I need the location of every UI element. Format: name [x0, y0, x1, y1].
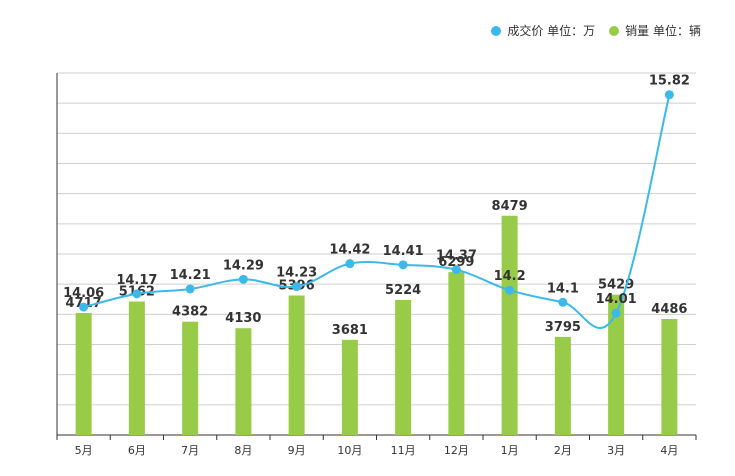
- legend-price-dot-icon: [491, 25, 502, 36]
- x-tick-label: 3月: [607, 444, 625, 457]
- x-tick-label: 5月: [75, 444, 93, 457]
- sales-value-label: 3681: [332, 323, 368, 338]
- price-point: [664, 90, 674, 100]
- x-tick-label: 8月: [234, 444, 252, 457]
- price-value-label: 14.1: [547, 281, 579, 296]
- sales-bar: [608, 294, 625, 435]
- legend-price-label: 成交价 单位：万: [507, 24, 596, 38]
- price-line: [83, 94, 671, 329]
- sales-value-label: 5224: [385, 283, 421, 298]
- price-value-label: 14.23: [276, 266, 317, 281]
- sales-bar: [75, 313, 92, 435]
- sales-value-label: 4130: [225, 311, 261, 326]
- x-tick-label: 12月: [444, 444, 469, 457]
- price-value-label: 14.06: [63, 286, 104, 301]
- legend: 成交价 单位：万 销量 单位：辆: [477, 22, 701, 39]
- sales-bar: [182, 321, 199, 435]
- x-tick-label: 6月: [128, 444, 146, 457]
- price-value-label: 14.2: [494, 269, 526, 284]
- sales-bar: [661, 319, 678, 435]
- x-tick-label: 4月: [660, 444, 678, 457]
- legend-item-price[interactable]: 成交价 单位：万: [491, 22, 595, 39]
- x-tick-label: 1月: [501, 444, 519, 457]
- x-tick-label: 7月: [181, 444, 199, 457]
- price-point: [398, 260, 408, 270]
- price-value-label: 14.17: [116, 273, 157, 288]
- price-value-label: 14.29: [223, 258, 264, 273]
- price-point: [132, 289, 142, 299]
- sales-bar: [288, 295, 305, 435]
- price-point: [451, 265, 461, 275]
- legend-item-sales[interactable]: 销量 单位：辆: [609, 22, 701, 39]
- x-tick-label: 10月: [337, 444, 362, 457]
- sales-value-label: 4486: [651, 302, 687, 317]
- x-tick-label: 2月: [554, 444, 572, 457]
- sales-bar: [554, 336, 571, 435]
- price-point: [345, 259, 355, 269]
- price-value-label: 15.82: [649, 74, 690, 89]
- price-value-label: 14.01: [596, 292, 637, 307]
- price-point: [505, 285, 515, 295]
- price-value-label: 14.21: [170, 268, 211, 283]
- sales-bar: [448, 272, 465, 435]
- sales-value-label: 4382: [172, 305, 208, 320]
- sales-bar: [235, 328, 252, 435]
- legend-sales-label: 销量 单位：辆: [625, 24, 701, 38]
- sales-value-label: 8479: [492, 199, 528, 214]
- legend-sales-dot-icon: [609, 25, 620, 36]
- x-tick-label: 11月: [391, 444, 416, 457]
- price-point: [292, 282, 302, 292]
- price-point: [185, 284, 195, 294]
- sales-value-label: 6299: [438, 255, 474, 270]
- x-tick-label: 9月: [288, 444, 306, 457]
- price-point: [79, 302, 89, 312]
- price-point: [611, 308, 621, 318]
- sales-bar: [501, 215, 518, 435]
- sales-bar: [341, 339, 358, 435]
- price-value-label: 14.42: [329, 243, 370, 258]
- sales-value-label: 3795: [545, 320, 581, 335]
- price-value-label: 14.41: [383, 244, 424, 259]
- price-point: [558, 297, 568, 307]
- sales-bar: [128, 301, 145, 435]
- sales-bar: [395, 299, 412, 435]
- price-point: [238, 274, 248, 284]
- price-value-label: 14.37: [436, 249, 477, 264]
